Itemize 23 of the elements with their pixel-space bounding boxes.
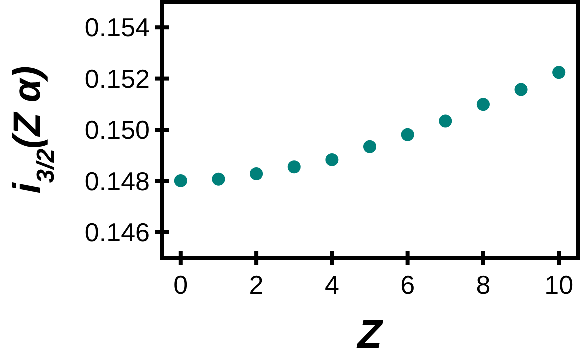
point bbox=[212, 172, 226, 186]
x-tick-label: 4 bbox=[324, 270, 340, 300]
x-axis-title: Z bbox=[356, 313, 384, 357]
point bbox=[401, 128, 414, 142]
x-tick-label: 10 bbox=[544, 270, 574, 300]
point bbox=[476, 98, 490, 112]
point bbox=[514, 83, 528, 96]
point bbox=[174, 174, 188, 188]
x-tick-label: 2 bbox=[249, 270, 264, 300]
x-tick-label: 0 bbox=[174, 270, 188, 300]
y-tick-label: 0.152 bbox=[84, 64, 150, 94]
y-tick-label: 0.150 bbox=[84, 115, 150, 146]
point bbox=[552, 66, 566, 80]
y-tick-label: 0.148 bbox=[84, 166, 150, 196]
x-tick-label: 8 bbox=[476, 270, 491, 300]
point bbox=[250, 168, 264, 181]
y-tick-label: 0.154 bbox=[84, 12, 150, 43]
point bbox=[326, 153, 339, 166]
point bbox=[439, 114, 452, 128]
point bbox=[364, 140, 376, 154]
x-tick-label: 6 bbox=[400, 270, 416, 300]
y-tick-label: 0.146 bbox=[84, 218, 150, 248]
point bbox=[288, 160, 301, 174]
